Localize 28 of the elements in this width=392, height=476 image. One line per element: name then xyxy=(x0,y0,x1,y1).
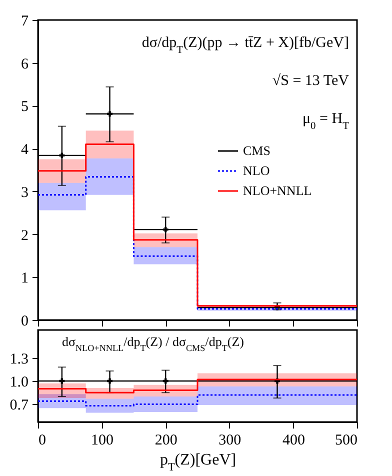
y-tick-label: 1 xyxy=(21,270,28,287)
y-tick-label: 0 xyxy=(21,314,28,330)
x-axis-title: p$_{T}$(Z)[GeV] xyxy=(160,452,236,474)
annotation: μ$_{0}$ = H$_{T}$ xyxy=(302,111,350,132)
point xyxy=(162,226,168,232)
point xyxy=(107,111,113,117)
x-tick-label: 500 xyxy=(335,432,358,448)
legend-label: NLO+NNLL xyxy=(243,183,312,198)
annotation: √S = 13 TeV xyxy=(272,73,350,89)
point xyxy=(59,152,65,158)
legend-label: CMS xyxy=(243,143,270,158)
x-tick-label: 400 xyxy=(282,432,305,448)
y-tick-label: 3 xyxy=(21,184,28,201)
x-tick-label: 200 xyxy=(154,432,178,448)
x-tick-label: 0 xyxy=(38,432,46,448)
y-tick-label: 1.0 xyxy=(10,374,28,391)
legend-label: NLO xyxy=(243,163,270,178)
y-tick-label: 0.7 xyxy=(10,398,29,414)
annotation: dσ/dp$_{T}$(Z)(pp → tt̄Z + X)[fb/GeV] xyxy=(142,35,349,56)
y-tick-label: 5 xyxy=(21,99,28,116)
y-tick-label: 6 xyxy=(21,56,29,72)
y-tick-label: 7 xyxy=(21,14,29,30)
y-tick-label: 4 xyxy=(21,142,29,158)
y-tick-label: 1.3 xyxy=(10,351,28,368)
y-tick-label: 2 xyxy=(21,228,28,244)
x-tick-label: 300 xyxy=(218,432,242,448)
text: dσ$_{NLO+NNLL}$/dp$_{T}$(Z) / dσ$_{CMS}$/dp$_{T}$(Z) xyxy=(62,334,244,353)
x-tick-label: 100 xyxy=(91,432,114,448)
